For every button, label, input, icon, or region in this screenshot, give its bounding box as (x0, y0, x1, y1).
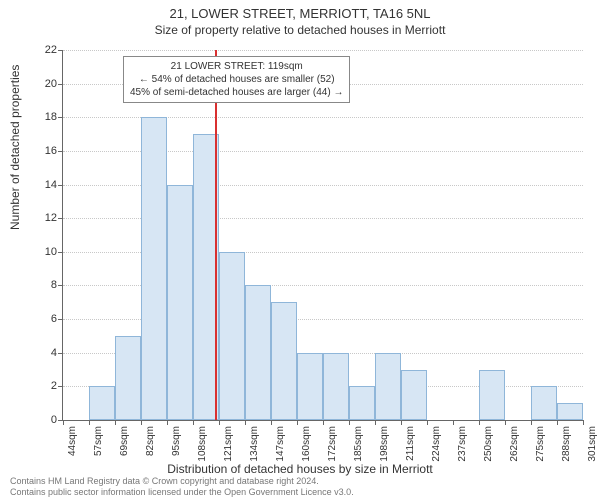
page-title: 21, LOWER STREET, MERRIOTT, TA16 5NL (0, 0, 600, 21)
xtick-label: 121sqm (223, 426, 234, 462)
histogram-bar (297, 353, 323, 420)
xtick-mark (89, 420, 90, 425)
footer-line-1: Contains HM Land Registry data © Crown c… (10, 476, 319, 486)
histogram-bar (323, 353, 349, 420)
xtick-label: 69sqm (119, 426, 130, 456)
xtick-label: 250sqm (483, 426, 494, 462)
ytick-label: 2 (27, 380, 57, 392)
xtick-mark (531, 420, 532, 425)
xtick-mark (505, 420, 506, 425)
xtick-label: 185sqm (353, 426, 364, 462)
xtick-mark (193, 420, 194, 425)
ytick-mark (58, 353, 63, 354)
xtick-label: 147sqm (275, 426, 286, 462)
xtick-mark (479, 420, 480, 425)
xtick-mark (245, 420, 246, 425)
xtick-label: 172sqm (327, 426, 338, 462)
xtick-label: 160sqm (301, 426, 312, 462)
ytick-mark (58, 285, 63, 286)
xtick-mark (141, 420, 142, 425)
ytick-label: 14 (27, 179, 57, 191)
histogram-bar (89, 386, 115, 420)
gridline (63, 50, 583, 51)
ytick-mark (58, 50, 63, 51)
xtick-mark (557, 420, 558, 425)
xtick-label: 237sqm (457, 426, 468, 462)
xtick-label: 224sqm (431, 426, 442, 462)
ytick-mark (58, 117, 63, 118)
ytick-label: 12 (27, 212, 57, 224)
callout-line-3: 45% of semi-detached houses are larger (… (130, 86, 343, 99)
ytick-label: 18 (27, 111, 57, 123)
y-axis-label: Number of detached properties (8, 65, 22, 230)
license-footer: Contains HM Land Registry data © Crown c… (10, 476, 354, 498)
ytick-mark (58, 151, 63, 152)
xtick-label: 108sqm (197, 426, 208, 462)
xtick-mark (115, 420, 116, 425)
xtick-mark (349, 420, 350, 425)
xtick-mark (453, 420, 454, 425)
xtick-mark (271, 420, 272, 425)
histogram-bar (219, 252, 245, 420)
callout-line-2: ← 54% of detached houses are smaller (52… (130, 73, 343, 86)
page-subtitle: Size of property relative to detached ho… (0, 21, 600, 37)
ytick-label: 22 (27, 44, 57, 56)
ytick-label: 16 (27, 145, 57, 157)
ytick-mark (58, 386, 63, 387)
xtick-label: 134sqm (249, 426, 260, 462)
property-marker-line (215, 50, 217, 420)
xtick-mark (401, 420, 402, 425)
xtick-mark (427, 420, 428, 425)
ytick-mark (58, 185, 63, 186)
histogram-bar (557, 403, 583, 420)
histogram-bar (141, 117, 167, 420)
histogram-bar (375, 353, 401, 420)
ytick-label: 4 (27, 347, 57, 359)
xtick-mark (323, 420, 324, 425)
xtick-mark (583, 420, 584, 425)
ytick-mark (58, 84, 63, 85)
xtick-label: 275sqm (535, 426, 546, 462)
ytick-label: 8 (27, 279, 57, 291)
ytick-label: 10 (27, 246, 57, 258)
xtick-label: 198sqm (379, 426, 390, 462)
xtick-label: 211sqm (405, 426, 416, 461)
ytick-label: 6 (27, 313, 57, 325)
xtick-mark (63, 420, 64, 425)
histogram-bar (115, 336, 141, 420)
xtick-mark (297, 420, 298, 425)
xtick-label: 44sqm (67, 426, 78, 456)
ytick-mark (58, 319, 63, 320)
histogram-chart: 024681012141618202244sqm57sqm69sqm82sqm9… (62, 50, 582, 420)
xtick-label: 301sqm (587, 426, 598, 462)
xtick-mark (167, 420, 168, 425)
histogram-bar (271, 302, 297, 420)
histogram-bar (167, 185, 193, 420)
xtick-label: 57sqm (93, 426, 104, 456)
histogram-bar (245, 285, 271, 420)
ytick-label: 20 (27, 78, 57, 90)
ytick-mark (58, 252, 63, 253)
footer-line-2: Contains public sector information licen… (10, 487, 354, 497)
callout-line-1: 21 LOWER STREET: 119sqm (130, 60, 343, 73)
xtick-mark (375, 420, 376, 425)
xtick-mark (219, 420, 220, 425)
histogram-bar (401, 370, 427, 420)
ytick-label: 0 (27, 414, 57, 426)
x-axis-label: Distribution of detached houses by size … (0, 462, 600, 476)
histogram-bar (349, 386, 375, 420)
callout-box: 21 LOWER STREET: 119sqm← 54% of detached… (123, 56, 350, 103)
plot-area: 024681012141618202244sqm57sqm69sqm82sqm9… (62, 50, 583, 421)
xtick-label: 82sqm (145, 426, 156, 456)
xtick-label: 262sqm (509, 426, 520, 462)
histogram-bar (479, 370, 505, 420)
ytick-mark (58, 218, 63, 219)
xtick-label: 95sqm (171, 426, 182, 456)
histogram-bar (531, 386, 557, 420)
xtick-label: 288sqm (561, 426, 572, 462)
